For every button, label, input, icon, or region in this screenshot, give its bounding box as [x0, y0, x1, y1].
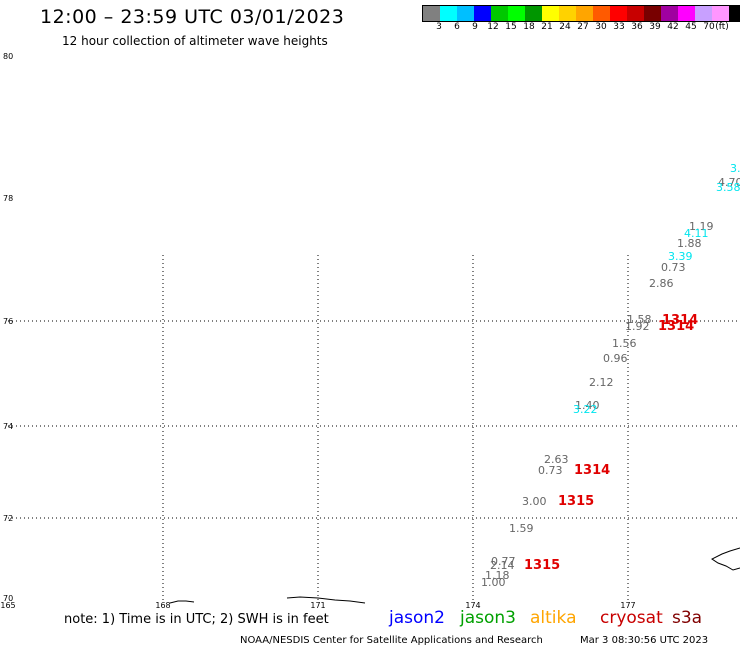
colorbar-tick-label: 21: [541, 22, 553, 32]
credit-line: NOAA/NESDIS Center for Satellite Applica…: [240, 635, 543, 646]
longitude-label: 168: [155, 601, 170, 610]
wave-height-label: 3.58: [716, 181, 740, 194]
wave-height-label: 2.12: [589, 376, 614, 389]
colorbar-swatch: [610, 6, 627, 21]
pass-label: 1315: [558, 494, 594, 509]
wave-height-label: 2.14: [490, 559, 515, 572]
wave-height-label: 1.56: [612, 337, 637, 350]
colorbar-swatch: [491, 6, 508, 21]
coastline-alaska: [711, 547, 740, 571]
page-title: 12:00 – 23:59 UTC 03/01/2023: [40, 6, 345, 28]
wave-height-label: 3.00: [522, 495, 547, 508]
generated-timestamp: Mar 3 08:30:56 UTC 2023: [580, 635, 709, 646]
pass-label: 1314: [662, 313, 698, 328]
page-subtitle: 12 hour collection of altimeter wave hei…: [62, 34, 328, 48]
satellite-legend-jason3: jason3: [460, 608, 516, 628]
latitude-labels: 80 78 76 74 72 70: [3, 52, 13, 603]
satellite-legend-cryosat: cryosat: [600, 608, 663, 628]
wave-height-label: 1.92: [625, 320, 650, 333]
colorbar-swatch: [525, 6, 542, 21]
wave-height-label: 2.63: [544, 453, 569, 466]
longitude-label: 171: [310, 601, 325, 610]
colorbar-swatch: [661, 6, 678, 21]
wave-height-label: 4.70: [718, 176, 740, 189]
wave-height-label: 1.18: [485, 569, 510, 582]
colorbar-tick-label: 12: [487, 22, 499, 32]
latitude-label: 72: [3, 514, 13, 523]
wave-height-label: 1.58: [627, 313, 652, 326]
wave-height-label: 4.11: [684, 227, 709, 240]
colorbar-swatch: [729, 6, 740, 21]
colorbar-tick-label: 15: [505, 22, 517, 32]
colorbar-tick-label: 33: [613, 22, 625, 32]
colorbar-swatch: [423, 6, 440, 21]
colorbar-swatch: [593, 6, 610, 21]
wave-height-colorbar: [422, 5, 740, 22]
colorbar-tick-label: 45: [685, 22, 697, 32]
colorbar-tick-label: 18: [523, 22, 535, 32]
latitude-label: 70: [3, 594, 13, 603]
colorbar-swatch: [644, 6, 661, 21]
colorbar-tick-label: 36: [631, 22, 643, 32]
map-grid: [8, 255, 740, 600]
wave-height-label: 3.22: [573, 403, 598, 416]
wave-height-label: 0.73: [661, 261, 686, 274]
satellite-legend-altika: altika: [530, 608, 577, 628]
colorbar-tick-label: 27: [577, 22, 589, 32]
latitude-label: 74: [3, 422, 13, 431]
colorbar-swatch: [542, 6, 559, 21]
colorbar-swatch: [440, 6, 457, 21]
wave-height-label: 3.39: [668, 250, 693, 263]
satellite-legend-s3a: s3a: [672, 608, 703, 628]
wave-height-observations: 3.4.703.581.194.111.883.390.732.861.581.…: [481, 162, 740, 589]
colorbar-swatch: [678, 6, 695, 21]
units-note: note: 1) Time is in UTC; 2) SWH is in fe…: [64, 612, 329, 627]
colorbar-tick-label: 39: [649, 22, 661, 32]
colorbar-tick-label: 70: [703, 22, 715, 32]
pass-label: 1314: [574, 463, 610, 478]
wave-height-label: 0.96: [603, 352, 628, 365]
colorbar-tick-label: 6: [454, 22, 460, 32]
wave-height-label: 1.19: [689, 220, 714, 233]
colorbar-tick-label: 24: [559, 22, 571, 32]
colorbar-swatch: [474, 6, 491, 21]
colorbar-tick-label: 3: [436, 22, 442, 32]
longitude-labels: 165 168 171 174 177: [0, 601, 635, 610]
latitude-label: 76: [3, 317, 13, 326]
wave-height-label: 1.00: [481, 576, 506, 589]
satellite-legend-jason2: jason2: [389, 608, 445, 628]
wave-height-label: 3.: [730, 162, 740, 175]
colorbar-swatch: [712, 6, 729, 21]
longitude-label: 165: [0, 601, 15, 610]
pass-label: 1314: [658, 319, 694, 334]
colorbar-labels: 3 6 9 12 15 18 21 24 27 30 33 36 39 42 45 70 (ft): [422, 22, 740, 34]
colorbar-tick-label: 30: [595, 22, 607, 32]
colorbar-swatch: [576, 6, 593, 21]
latitude-label: 80: [3, 52, 13, 61]
wave-height-label: 0.73: [538, 464, 563, 477]
pass-label: 1315: [524, 558, 560, 573]
colorbar-swatch: [457, 6, 474, 21]
coastlines: [169, 547, 740, 604]
longitude-label: 174: [465, 601, 480, 610]
coastline-wrangel: [286, 596, 366, 604]
colorbar-tick-label: (ft): [715, 22, 729, 32]
wave-height-label: 0.77: [491, 555, 516, 568]
colorbar-swatch: [627, 6, 644, 21]
colorbar-swatch: [695, 6, 712, 21]
wave-height-label: 1.40: [575, 399, 600, 412]
colorbar-swatch: [508, 6, 525, 21]
wave-height-label: 1.59: [509, 522, 534, 535]
colorbar-tick-label: 9: [472, 22, 478, 32]
wave-height-label: 1.88: [677, 237, 702, 250]
coastline-siberia: [169, 600, 195, 604]
colorbar-swatch: [559, 6, 576, 21]
colorbar-tick-label: 42: [667, 22, 679, 32]
wave-height-label: 2.86: [649, 277, 674, 290]
longitude-label: 177: [620, 601, 635, 610]
latitude-label: 78: [3, 194, 13, 203]
